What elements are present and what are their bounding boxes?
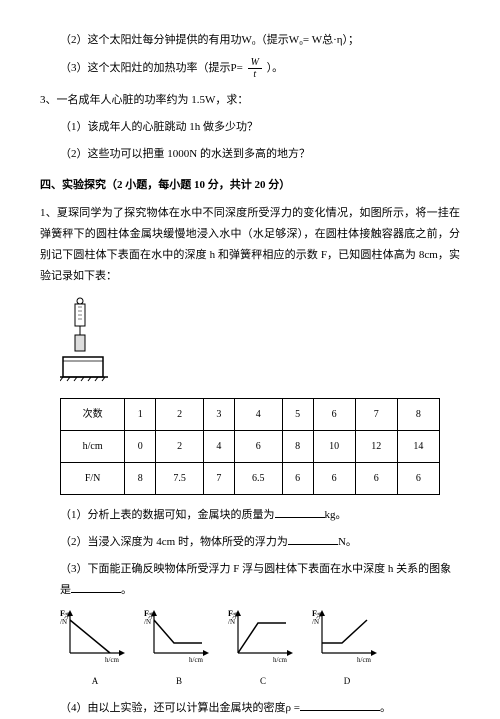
q2-text-a: （2）当浸入深度为 4cm 时，物体所受的浮力为 — [60, 536, 288, 548]
table-cell: 10 — [313, 430, 355, 462]
svg-text:h/cm: h/cm — [273, 656, 288, 663]
fraction: W t — [248, 57, 262, 80]
table-cell: 6 — [234, 430, 282, 462]
table-cell: 6 — [397, 462, 439, 494]
q3-text-a: （3）这个太阳灶的加热功率（提示P= — [60, 62, 243, 74]
table-cell: 12 — [355, 430, 397, 462]
svg-text:h/cm: h/cm — [189, 656, 204, 663]
table-cell: 6.5 — [234, 462, 282, 494]
q2-text-b: N。 — [338, 536, 357, 548]
blank-field — [71, 581, 121, 593]
chart-a: F浮/N h/cm A — [60, 608, 130, 690]
chart-label-a: A — [60, 673, 130, 690]
data-table: 次数 1 2 3 4 5 6 7 8 h/cm 0 2 4 6 8 10 12 … — [60, 398, 440, 495]
spring-scale-diagram — [60, 297, 460, 390]
table-cell: 7.5 — [156, 462, 204, 494]
q4-text-b: 。 — [380, 702, 391, 714]
table-cell: 4 — [234, 398, 282, 430]
q3-text-b: ）。 — [267, 62, 284, 74]
table-cell: 次数 — [61, 398, 125, 430]
table-cell: 3 — [203, 398, 234, 430]
experiment-intro: 1、夏琛同学为了探究物体在水中不同深度所受浮力的变化情况，如图所示，将一挂在弹簧… — [40, 203, 460, 287]
svg-text:/N: /N — [60, 618, 67, 626]
q4-text-a: （4）由以上实验，还可以计算出金属块的密度ρ = — [60, 702, 300, 714]
chart-d: F浮/N h/cm D — [312, 608, 382, 690]
problem-3-1: （1）该成年人的心脏跳动 1h 做多少功？ — [40, 117, 460, 138]
table-cell: 0 — [125, 430, 156, 462]
table-cell: 7 — [355, 398, 397, 430]
table-cell: 2 — [156, 430, 204, 462]
table-header-row: 次数 1 2 3 4 5 6 7 8 — [61, 398, 440, 430]
table-cell: 6 — [313, 462, 355, 494]
table-cell: F/N — [61, 462, 125, 494]
table-row-f: F/N 8 7.5 7 6.5 6 6 6 6 — [61, 462, 440, 494]
sub-question-4: （4）由以上实验，还可以计算出金属块的密度ρ = 。 — [40, 698, 460, 719]
svg-text:h/cm: h/cm — [357, 656, 372, 663]
table-row-h: h/cm 0 2 4 6 8 10 12 14 — [61, 430, 440, 462]
table-cell: 8 — [282, 430, 313, 462]
svg-text:/N: /N — [228, 618, 235, 626]
question-2: （2）这个太阳灶每分钟提供的有用功W₀（提示W₀= W总·η）； — [40, 30, 460, 51]
chart-options: F浮/N h/cm A F浮/N h/cm B F浮/N h/cm C — [60, 608, 460, 690]
table-cell: 1 — [125, 398, 156, 430]
table-cell: 8 — [125, 462, 156, 494]
table-cell: 2 — [156, 398, 204, 430]
chart-b: F浮/N h/cm B — [144, 608, 214, 690]
svg-text:/N: /N — [144, 618, 151, 626]
table-cell: 14 — [397, 430, 439, 462]
table-cell: 5 — [282, 398, 313, 430]
q3-text-b: 。 — [121, 584, 132, 596]
table-cell: 8 — [397, 398, 439, 430]
sub-question-3: （3）下面能正确反映物体所受浮力 F 浮与圆柱体下表面在水中深度 h 关系的图象… — [40, 559, 460, 601]
blank-field — [275, 506, 325, 518]
table-cell: 4 — [203, 430, 234, 462]
frac-denominator: t — [248, 69, 262, 80]
problem-3-intro: 3、一名成年人心脏的功率约为 1.5W，求： — [40, 90, 460, 111]
table-cell: 6 — [313, 398, 355, 430]
sub-question-2: （2）当浸入深度为 4cm 时，物体所受的浮力为 N。 — [40, 532, 460, 553]
sub-question-1: （1）分析上表的数据可知，金属块的质量为 kg。 — [40, 505, 460, 526]
table-cell: h/cm — [61, 430, 125, 462]
table-cell: 7 — [203, 462, 234, 494]
chart-c: F浮/N h/cm C — [228, 608, 298, 690]
blank-field — [288, 533, 338, 545]
chart-label-b: B — [144, 673, 214, 690]
section-4-title: 四、实验探究（2 小题，每小题 10 分，共计 20 分） — [40, 175, 460, 196]
frac-numerator: W — [248, 57, 262, 69]
table-cell: 6 — [282, 462, 313, 494]
question-3: （3）这个太阳灶的加热功率（提示P= W t ）。 — [40, 57, 460, 80]
svg-text:h/cm: h/cm — [105, 656, 120, 663]
blank-field — [300, 699, 380, 711]
table-cell: 6 — [355, 462, 397, 494]
chart-label-d: D — [312, 673, 382, 690]
q1-text-b: kg。 — [325, 509, 347, 521]
q1-text-a: （1）分析上表的数据可知，金属块的质量为 — [60, 509, 275, 521]
chart-label-c: C — [228, 673, 298, 690]
problem-3-2: （2）这些功可以把重 1000N 的水送到多高的地方？ — [40, 144, 460, 165]
svg-text:/N: /N — [312, 618, 319, 626]
